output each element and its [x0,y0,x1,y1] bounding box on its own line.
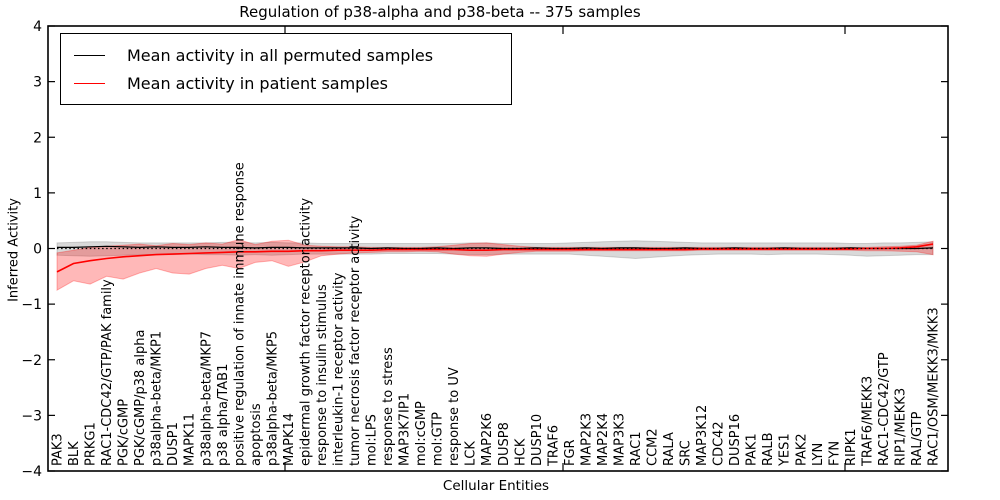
y-tick-label: −3 [21,408,42,424]
x-tick-label: MAP2K4 [596,413,611,466]
x-tick-label: FGR [563,439,578,466]
x-tick-label: CDC42 [712,421,727,466]
y-axis-label: Inferred Activity [6,198,22,302]
legend-label-patient: Mean activity in patient samples [127,73,388,93]
y-tick-label: −1 [21,297,42,313]
x-tick-label: mol:GTP [431,412,446,466]
y-tick-label: 0 [33,242,42,258]
x-tick-label: MAPK11 [183,413,198,466]
x-tick-label: HCK [513,438,528,466]
x-tick-label: DUSP8 [497,422,512,466]
x-tick-label: p38alpha-beta/MKP1 [150,331,165,466]
x-tick-label: RAL/GTP [910,411,925,466]
y-tick-label: 3 [33,75,42,91]
y-tick-label: 2 [33,130,42,146]
legend-entry-patient: Mean activity in patient samples [72,69,499,97]
x-tick-label: mol:LPS [365,414,380,466]
y-tick-label: 4 [33,19,42,35]
x-tick-label: PAK2 [794,433,809,466]
x-tick-label: interleukin-1 receptor activity [331,272,346,466]
x-tick-label: MAP3K12 [695,405,710,466]
x-tick-label: RAC1-CDC42/GTP/PAK family [100,279,115,466]
x-tick-label: MAP2K6 [480,413,495,466]
x-tick-label: RIPK1 [844,428,859,466]
legend-label-permuted: Mean activity in all permuted samples [127,45,434,65]
x-tick-label: LYN [811,443,826,466]
chart-title: Regulation of p38-alpha and p38-beta -- … [239,3,641,21]
x-tick-label: CCM2 [646,428,661,466]
x-tick-label: TRAF6/MEKK3 [860,376,875,467]
x-tick-label: positive regulation of innate immune res… [232,162,247,466]
x-tick-label: mol:cGMP [414,401,429,466]
x-tick-label: RAC1 [629,431,644,466]
x-tick-label: MAP3K3 [612,413,627,466]
x-tick-label: DUSP1 [166,422,181,466]
x-tick-label: DUSP10 [530,414,545,466]
x-tick-label: BLK [67,441,82,466]
x-tick-label: p38alpha-beta/MKP7 [199,331,214,466]
legend-line-patient-icon [74,82,105,84]
x-tick-label: RALB [761,432,776,466]
x-tick-label: apoptosis [249,403,264,466]
x-tick-label: response to insulin stimulus [315,284,330,466]
x-tick-label: PGK/cGMP [117,399,132,466]
x-tick-label: p38alpha-beta/MKP5 [265,331,280,466]
x-tick-label: PGK/cGMP/p38 alpha [133,330,148,466]
x-tick-label: YES1 [778,433,793,467]
legend-line-permuted-icon [74,54,105,56]
x-tick-label: MAPK14 [282,413,297,466]
legend: Mean activity in all permuted samples Me… [60,33,512,105]
x-tick-label: epidermal growth factor receptor activit… [298,198,313,466]
x-tick-label: tumor necrosis factor receptor activity [348,215,363,466]
x-tick-label: response to UV [447,367,462,466]
patient-mean-line [56,243,934,273]
x-tick-label: LCK [464,441,479,466]
x-tick-label: RALA [662,432,677,466]
legend-entry-permuted: Mean activity in all permuted samples [72,41,499,69]
y-tick-label: 1 [33,186,42,202]
x-tick-label: DUSP16 [728,414,743,466]
x-tick-label: PAK3 [51,433,66,466]
y-tick-label: −2 [21,353,42,369]
y-tick-label: −4 [21,464,42,480]
patient-band [56,239,934,292]
x-tick-label: RAC1-CDC42/GTP [877,352,892,466]
x-tick-label: TRAF6 [546,425,561,467]
x-tick-label: response to stress [381,347,396,466]
x-tick-label: p38 alpha/TAB1 [216,364,231,466]
x-tick-label: RIP1/MEKK3 [893,388,908,466]
x-axis-label: Cellular Entities [442,478,550,494]
x-tick-label: PAK1 [745,433,760,466]
x-tick-label: PRKG1 [84,422,99,466]
x-tick-label: RAC1/OSM/MEKK3/MKK3 [927,307,942,466]
x-tick-label: MAP2K3 [579,413,594,466]
x-tick-label: MAP3K7IP1 [398,393,413,466]
x-tick-label: FYN [827,441,842,466]
x-tick-label: SRC [679,440,694,466]
